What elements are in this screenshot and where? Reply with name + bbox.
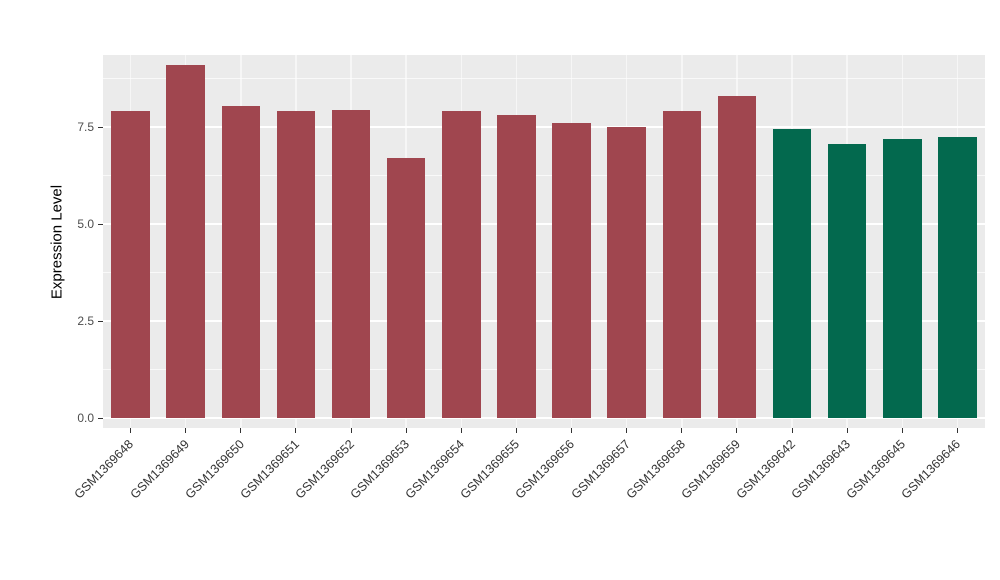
- bar: [166, 64, 205, 418]
- bar: [938, 136, 977, 418]
- major-gridline: [103, 417, 985, 419]
- y-tick-label: 5.0: [77, 217, 94, 231]
- minor-gridline: [103, 175, 985, 176]
- bar: [772, 128, 812, 418]
- x-tick-mark: [130, 428, 132, 433]
- bar: [717, 95, 757, 418]
- y-tick-label: 7.5: [77, 120, 94, 134]
- minor-gridline: [103, 272, 985, 273]
- bar: [607, 127, 646, 418]
- bar: [221, 105, 261, 418]
- y-axis-title: Expression Level: [48, 184, 66, 299]
- x-tick-mark: [405, 428, 407, 433]
- bar: [662, 111, 702, 418]
- bar: [276, 111, 316, 418]
- y-tick-label: 0.0: [77, 411, 94, 425]
- x-tick-mark: [185, 428, 187, 433]
- x-tick-mark: [571, 428, 573, 433]
- bar: [442, 111, 481, 418]
- bar: [552, 123, 591, 418]
- bar: [111, 111, 150, 418]
- y-tick-mark: [98, 320, 103, 322]
- x-tick-mark: [460, 428, 462, 433]
- x-tick-mark: [350, 428, 352, 433]
- x-tick-mark: [846, 428, 848, 433]
- x-tick-mark: [240, 428, 242, 433]
- y-tick-mark: [98, 126, 103, 128]
- bar: [331, 109, 371, 418]
- x-tick-mark: [626, 428, 628, 433]
- bar: [386, 158, 426, 418]
- x-tick-mark: [736, 428, 738, 433]
- major-gridline: [103, 320, 985, 322]
- bar: [827, 144, 867, 418]
- x-tick-mark: [295, 428, 297, 433]
- plot-panel: [103, 55, 985, 428]
- major-gridline: [103, 126, 985, 128]
- x-tick-label: GSM1369648: [72, 437, 137, 502]
- y-tick-mark: [98, 417, 103, 419]
- x-tick-mark: [956, 428, 958, 433]
- y-tick-label: 2.5: [77, 314, 94, 328]
- x-tick-mark: [791, 428, 793, 433]
- minor-gridline: [103, 369, 985, 370]
- bar: [883, 138, 922, 418]
- y-tick-mark: [98, 223, 103, 225]
- x-tick-mark: [901, 428, 903, 433]
- x-tick-mark: [515, 428, 517, 433]
- x-tick-label: GSM1369656: [513, 437, 578, 502]
- x-tick-label: GSM1369646: [898, 437, 964, 502]
- x-tick-mark: [681, 428, 683, 433]
- major-gridline: [103, 223, 985, 225]
- minor-gridline: [103, 78, 985, 79]
- bar: [497, 115, 536, 418]
